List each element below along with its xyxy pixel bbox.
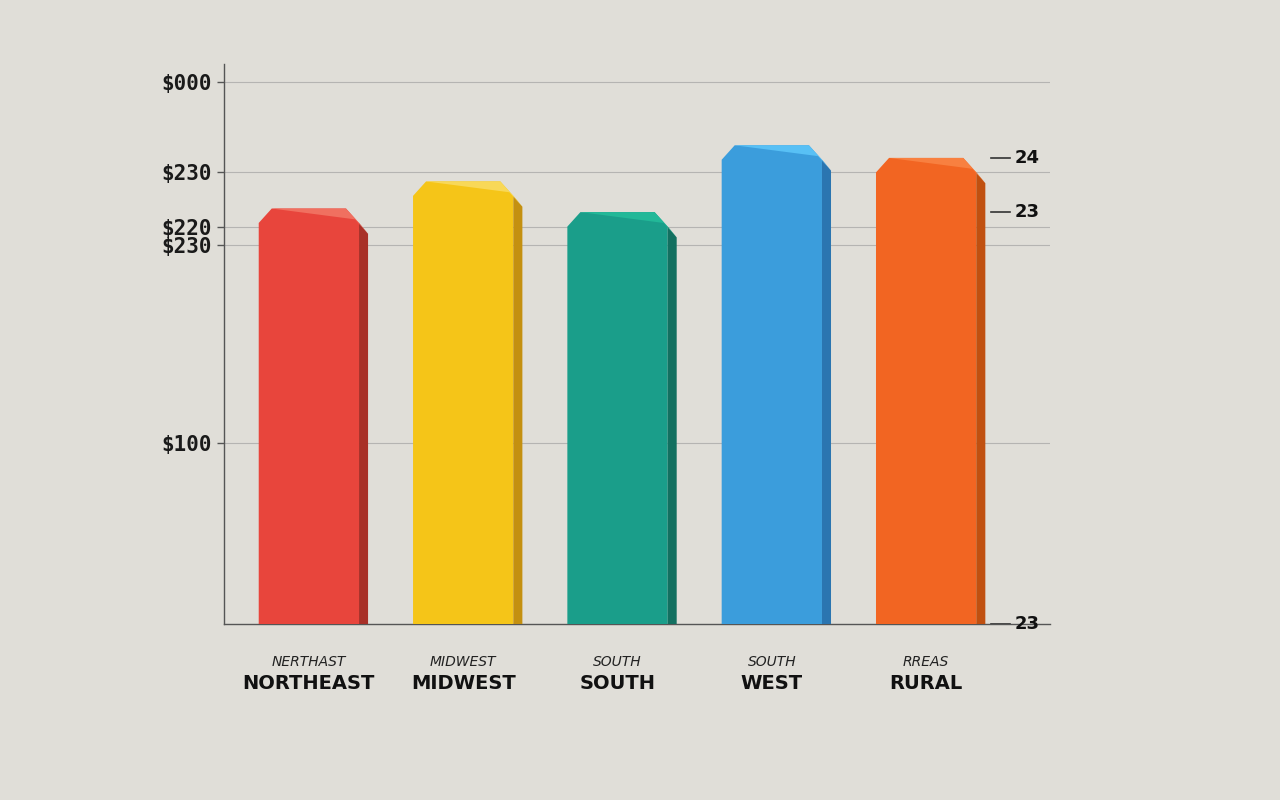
Polygon shape [513, 196, 522, 624]
Polygon shape [259, 209, 358, 624]
Text: WEST: WEST [741, 674, 803, 694]
Text: NORTHEAST: NORTHEAST [243, 674, 375, 694]
Text: RURAL: RURAL [890, 674, 963, 694]
Polygon shape [271, 209, 369, 234]
Text: 23: 23 [1015, 203, 1039, 221]
Polygon shape [890, 158, 986, 183]
Text: MIDWEST: MIDWEST [411, 674, 516, 694]
Polygon shape [735, 146, 831, 170]
Polygon shape [876, 158, 977, 624]
Text: SOUTH: SOUTH [748, 654, 796, 669]
Text: SOUTH: SOUTH [580, 674, 655, 694]
Polygon shape [358, 223, 369, 624]
Text: NERTHAST: NERTHAST [271, 654, 346, 669]
Text: RREAS: RREAS [902, 654, 950, 669]
Polygon shape [567, 212, 668, 624]
Text: MIDWEST: MIDWEST [430, 654, 497, 669]
Polygon shape [722, 146, 822, 624]
Polygon shape [977, 172, 986, 624]
Polygon shape [580, 212, 677, 238]
Text: 23: 23 [1015, 615, 1039, 633]
Polygon shape [413, 182, 513, 624]
Text: SOUTH: SOUTH [593, 654, 641, 669]
Text: 24: 24 [1015, 149, 1039, 167]
Polygon shape [822, 160, 831, 624]
Polygon shape [426, 182, 522, 206]
Polygon shape [668, 226, 677, 624]
